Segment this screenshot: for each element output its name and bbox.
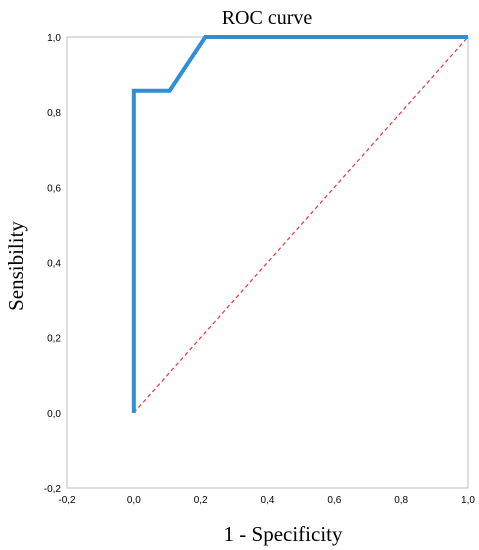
series-layer — [131, 35, 469, 414]
x-tick-label: 0,8 — [394, 495, 408, 506]
y-tick-label: -0,2 — [44, 484, 62, 495]
plot-frame — [66, 36, 469, 489]
reference-line — [133, 36, 469, 414]
x-axis-label: 1 - Specificity — [224, 522, 343, 546]
y-tick-labels: -0,2 0,0 0,2 0,4 0,6 0,8 1,0 — [44, 33, 62, 495]
x-tick-label: -0,2 — [58, 495, 76, 506]
x-tick-label: 0,6 — [327, 495, 341, 506]
y-tick-label: 0,2 — [47, 334, 61, 345]
y-tick-label: 0,0 — [47, 409, 61, 420]
y-tick-label: 0,8 — [47, 108, 61, 119]
x-tick-label: 1,0 — [461, 495, 475, 506]
x-tick-label: 0,2 — [194, 495, 208, 506]
y-tick-label: 1,0 — [47, 33, 61, 44]
y-axis-label: Sensibility — [4, 221, 28, 311]
chart-title: ROC curve — [222, 7, 313, 29]
x-tick-label: 0,4 — [261, 495, 275, 506]
x-tick-label: 0,0 — [127, 495, 141, 506]
roc-curve-line — [131, 35, 468, 413]
x-tick-labels: -0,2 0,0 0,2 0,4 0,6 0,8 1,0 — [58, 495, 475, 506]
y-tick-label: 0,6 — [47, 183, 61, 194]
y-tick-label: 0,4 — [47, 259, 61, 270]
